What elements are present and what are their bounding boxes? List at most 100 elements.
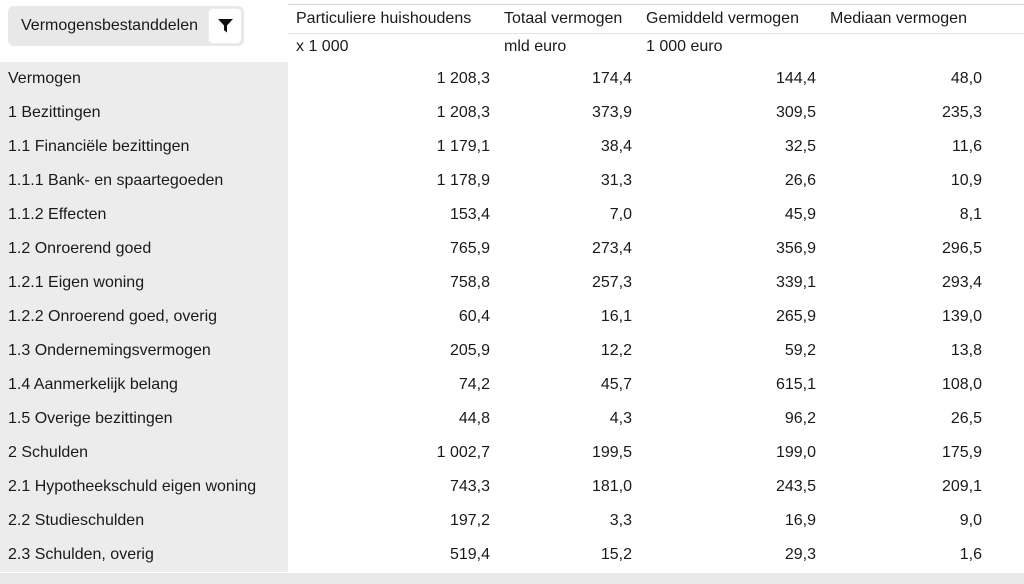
cell-mediaan-vermogen: 10,9 [950,172,982,189]
cell-gemiddeld-vermogen: 26,6 [784,172,816,189]
cell-gemiddeld-vermogen: 16,9 [784,512,816,529]
row-label: 2.2 Studieschulden [0,504,288,538]
dimension-selector-button[interactable]: Vermogensbestanddelen [8,6,245,46]
cell-mediaan-vermogen: 293,4 [941,274,982,291]
column-header-mediaan-vermogen: Mediaan vermogen [830,10,967,27]
table-row: 1.5 Overige bezittingen 44,8 4,3 96,2 26… [0,402,1024,436]
cell-particuliere-huishoudens: 44,8 [458,410,490,427]
cell-particuliere-huishoudens: 743,3 [449,478,490,495]
cell-mediaan-vermogen: 11,6 [952,138,982,155]
table-row: 2.2 Studieschulden 197,2 3,3 16,9 9,0 [0,504,1024,538]
cell-particuliere-huishoudens: 765,9 [449,240,490,257]
column-header-row: Particuliere huishoudens Totaal vermogen… [288,4,1024,34]
cell-gemiddeld-vermogen: 356,9 [775,240,816,257]
cell-totaal-vermogen: 15,2 [600,546,632,563]
row-label: 1 Bezittingen [0,96,288,130]
dimension-selector-label: Vermogensbestanddelen [21,17,199,34]
row-label: 1.1.1 Bank- en spaartegoeden [0,164,288,198]
cell-mediaan-vermogen: 8,1 [959,206,982,223]
column-header-particuliere-huishoudens: Particuliere huishoudens [296,10,472,27]
cell-totaal-vermogen: 3,3 [609,512,632,529]
cell-mediaan-vermogen: 235,3 [941,104,982,121]
cell-totaal-vermogen: 199,5 [591,444,632,461]
table-row: 1.1.1 Bank- en spaartegoeden 1 178,9 31,… [0,164,1024,198]
cell-mediaan-vermogen: 108,0 [941,376,982,393]
row-label: 1.3 Ondernemingsvermogen [0,334,288,368]
table-row: 2.1 Hypotheekschuld eigen woning 743,3 1… [0,470,1024,504]
row-label: 1.5 Overige bezittingen [0,402,288,436]
cell-mediaan-vermogen: 175,9 [941,444,982,461]
table-row: 1.1 Financiële bezittingen 1 179,1 38,4 … [0,130,1024,164]
cell-mediaan-vermogen: 209,1 [941,478,982,495]
cell-particuliere-huishoudens: 205,9 [449,342,490,359]
table-row: 2.3 Schulden, overig 519,4 15,2 29,3 1,6 [0,538,1024,572]
cell-mediaan-vermogen: 1,6 [959,546,982,563]
row-label: 1.4 Aanmerkelijk belang [0,368,288,402]
row-label: 2 Schulden [0,436,288,470]
cell-gemiddeld-vermogen: 96,2 [784,410,816,427]
cell-gemiddeld-vermogen: 615,1 [775,376,816,393]
cell-gemiddeld-vermogen: 45,9 [784,206,816,223]
cell-particuliere-huishoudens: 1 208,3 [436,104,490,121]
cell-totaal-vermogen: 257,3 [591,274,632,291]
cell-mediaan-vermogen: 139,0 [941,308,982,325]
cell-totaal-vermogen: 38,4 [600,138,632,155]
cell-gemiddeld-vermogen: 265,9 [775,308,816,325]
cell-particuliere-huishoudens: 758,8 [449,274,490,291]
column-header-totaal-vermogen: Totaal vermogen [504,10,623,27]
row-label: 1.1 Financiële bezittingen [0,130,288,164]
table-row: 2 Schulden 1 002,7 199,5 199,0 175,9 [0,436,1024,470]
cell-totaal-vermogen: 273,4 [591,240,632,257]
table-row: 1.4 Aanmerkelijk belang 74,2 45,7 615,1 … [0,368,1024,402]
table-row: 1.2.2 Onroerend goed, overig 60,4 16,1 2… [0,300,1024,334]
row-label: 1.2.1 Eigen woning [0,266,288,300]
cell-gemiddeld-vermogen: 199,0 [775,444,816,461]
row-label: 2.1 Hypotheekschuld eigen woning [0,470,288,504]
table-row: 1 Bezittingen 1 208,3 373,9 309,5 235,3 [0,96,1024,130]
column-header-gemiddeld-vermogen: Gemiddeld vermogen [646,10,799,27]
cell-totaal-vermogen: 373,9 [591,104,632,121]
table-row: 1.3 Ondernemingsvermogen 205,9 12,2 59,2… [0,334,1024,368]
funnel-icon [217,19,233,33]
cell-gemiddeld-vermogen: 339,1 [775,274,816,291]
cell-totaal-vermogen: 7,0 [609,206,632,223]
cell-gemiddeld-vermogen: 309,5 [775,104,816,121]
table-row: 1.2.1 Eigen woning 758,8 257,3 339,1 293… [0,266,1024,300]
table-row: 1.2 Onroerend goed 765,9 273,4 356,9 296… [0,232,1024,266]
unit-particuliere-huishoudens: x 1 000 [296,38,349,55]
cell-totaal-vermogen: 45,7 [600,376,632,393]
cell-particuliere-huishoudens: 1 179,1 [436,138,490,155]
column-unit-row: x 1 000 mld euro 1 000 euro [288,34,1024,60]
cell-particuliere-huishoudens: 519,4 [449,546,490,563]
cell-gemiddeld-vermogen: 59,2 [784,342,816,359]
row-label: Vermogen [0,62,288,96]
cell-particuliere-huishoudens: 1 178,9 [436,172,490,189]
cell-totaal-vermogen: 16,1 [600,308,632,325]
row-label: 2.3 Schulden, overig [0,538,288,572]
cell-totaal-vermogen: 4,3 [609,410,632,427]
cell-mediaan-vermogen: 13,8 [950,342,982,359]
filter-button[interactable] [208,8,243,44]
table-body: Vermogen 1 208,3 174,4 144,4 48,0 1 Bezi… [0,62,1024,572]
cell-particuliere-huishoudens: 1 002,7 [436,444,490,461]
cell-totaal-vermogen: 174,4 [591,70,632,87]
cell-mediaan-vermogen: 48,0 [950,70,982,87]
unit-gemiddeld-vermogen: 1 000 euro [646,38,723,55]
cell-mediaan-vermogen: 26,5 [950,410,982,427]
row-label: 1.2 Onroerend goed [0,232,288,266]
cell-totaal-vermogen: 181,0 [591,478,632,495]
horizontal-scrollbar[interactable] [0,573,1024,584]
cell-gemiddeld-vermogen: 29,3 [784,546,816,563]
cell-particuliere-huishoudens: 74,2 [458,376,490,393]
cell-particuliere-huishoudens: 153,4 [449,206,490,223]
unit-totaal-vermogen: mld euro [504,38,567,55]
row-label: 1.1.2 Effecten [0,198,288,232]
row-label: 1.2.2 Onroerend goed, overig [0,300,288,334]
cell-particuliere-huishoudens: 60,4 [458,308,490,325]
cell-gemiddeld-vermogen: 144,4 [775,70,816,87]
cell-particuliere-huishoudens: 1 208,3 [436,70,490,87]
cell-gemiddeld-vermogen: 243,5 [775,478,816,495]
cell-totaal-vermogen: 12,2 [600,342,632,359]
cell-mediaan-vermogen: 9,0 [959,512,982,529]
